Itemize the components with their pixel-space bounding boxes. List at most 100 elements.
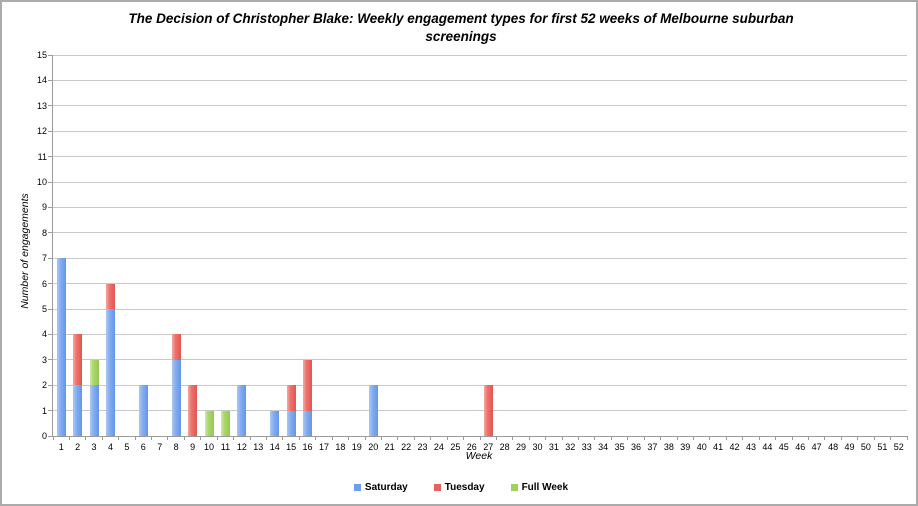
x-axis-label-31: 31 [548, 442, 559, 452]
x-axis-tick [775, 436, 777, 440]
x-axis-tick [742, 436, 744, 440]
y-axis-tick [48, 384, 53, 386]
bar-week-8-saturday [171, 359, 181, 436]
gridline-y-9 [53, 206, 907, 208]
bar-week-16-saturday [303, 410, 313, 436]
y-axis-label-2: 2 [41, 380, 47, 391]
x-axis-tick [430, 436, 432, 440]
gridline-y-8 [53, 232, 907, 234]
x-axis-tick [85, 436, 87, 440]
x-axis-tick [380, 436, 382, 440]
legend-item-saturday: Saturday [353, 482, 408, 493]
y-axis-tick [48, 333, 53, 335]
x-axis-tick [249, 436, 251, 440]
x-axis-label-30: 30 [532, 442, 543, 452]
x-axis-tick [890, 436, 892, 440]
x-axis-label-49: 49 [844, 442, 855, 452]
y-axis-tick [48, 410, 53, 412]
bar-week-6-saturday [138, 385, 148, 436]
y-axis-label-6: 6 [41, 278, 47, 289]
x-axis-label-4: 4 [107, 442, 113, 452]
y-axis-tick [48, 435, 53, 437]
x-axis-tick [528, 436, 530, 440]
x-axis-tick [315, 436, 317, 440]
x-axis-tick [413, 436, 415, 440]
x-axis-label-41: 41 [713, 442, 724, 452]
x-axis-tick [873, 436, 875, 440]
x-axis-tick [446, 436, 448, 440]
gridline-y-13 [53, 105, 907, 107]
gridline-y-10 [53, 181, 907, 183]
x-axis-tick [627, 436, 629, 440]
x-axis-label-6: 6 [140, 442, 146, 452]
x-axis-tick [200, 436, 202, 440]
y-axis-label-8: 8 [41, 227, 47, 238]
x-axis-tick [545, 436, 547, 440]
bar-week-11-full-week [220, 410, 230, 436]
gridline-y-11 [53, 156, 907, 158]
y-axis-label-0: 0 [41, 431, 47, 441]
x-axis-tick [151, 436, 153, 440]
x-axis-label-8: 8 [173, 442, 179, 452]
x-axis-tick [709, 436, 711, 440]
y-axis-label-10: 10 [36, 177, 47, 187]
y-axis-tick [48, 257, 53, 259]
gridline-y-5 [53, 308, 907, 310]
x-axis-label-7: 7 [157, 442, 163, 452]
x-axis-tick [298, 436, 300, 440]
y-axis-tick [48, 206, 53, 208]
legend-label: Full Week [521, 482, 569, 493]
bar-week-8-tuesday [171, 334, 181, 360]
x-axis-label-45: 45 [778, 442, 789, 452]
x-axis-title: Week [465, 450, 493, 462]
x-axis-tick [134, 436, 136, 440]
x-axis-tick [643, 436, 645, 440]
x-axis-tick [495, 436, 497, 440]
x-axis-label-17: 17 [318, 442, 329, 452]
x-axis-tick [906, 436, 908, 440]
x-axis-label-19: 19 [351, 442, 362, 452]
y-axis-label-5: 5 [41, 304, 47, 314]
x-axis-tick [282, 436, 284, 440]
x-axis-tick [693, 436, 694, 440]
y-axis-tick [48, 283, 53, 285]
x-axis-tick [183, 436, 185, 440]
y-axis-tick [48, 54, 53, 56]
y-axis-label-9: 9 [41, 202, 47, 213]
y-axis-label-4: 4 [41, 329, 47, 340]
x-axis-label-52: 52 [893, 442, 904, 452]
legend-item-tuesday: Tuesday [433, 482, 485, 493]
gridline-y-15 [53, 54, 907, 56]
x-axis-label-15: 15 [286, 442, 297, 452]
y-axis-tick [48, 181, 53, 183]
x-axis-tick [331, 436, 333, 440]
x-axis-tick [725, 436, 727, 440]
x-axis-tick [68, 436, 70, 440]
x-axis-label-42: 42 [729, 442, 740, 452]
x-axis-label-21: 21 [384, 442, 395, 452]
x-axis-label-43: 43 [745, 442, 756, 452]
x-axis-label-22: 22 [401, 442, 412, 452]
x-axis-tick [397, 436, 399, 440]
x-axis-tick [233, 436, 235, 440]
y-axis-label-12: 12 [36, 126, 47, 137]
x-axis-label-34: 34 [598, 442, 609, 452]
x-axis-label-32: 32 [565, 442, 576, 452]
x-axis-label-40: 40 [696, 442, 707, 452]
x-axis-tick [216, 436, 218, 440]
x-axis-label-39: 39 [680, 442, 691, 452]
bar-week-20-saturday [368, 385, 378, 436]
gridline-y-3 [53, 359, 907, 361]
bar-week-27-tuesday [483, 385, 493, 436]
x-axis-tick [266, 436, 267, 440]
x-axis-label-25: 25 [450, 442, 461, 452]
x-axis-label-13: 13 [253, 442, 264, 452]
x-axis-label-50: 50 [860, 442, 871, 452]
bar-week-10-full-week [204, 410, 214, 436]
x-axis-tick [479, 436, 481, 440]
x-axis-label-29: 29 [516, 442, 527, 452]
x-axis-tick [512, 436, 514, 440]
x-axis-tick [824, 436, 826, 440]
gridline-y-7 [53, 257, 907, 259]
